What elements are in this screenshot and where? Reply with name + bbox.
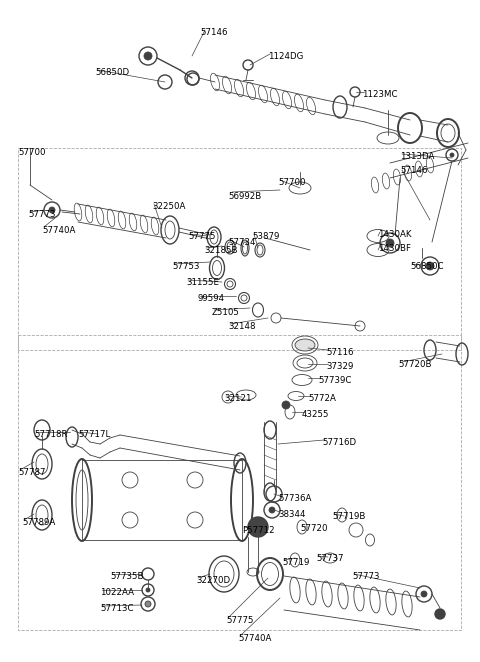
- Text: 38344: 38344: [278, 510, 305, 519]
- Text: 57775: 57775: [188, 232, 216, 241]
- Text: 56992B: 56992B: [228, 192, 261, 201]
- Text: 57717L: 57717L: [78, 430, 110, 439]
- Text: 57718R: 57718R: [34, 430, 68, 439]
- Circle shape: [450, 153, 454, 157]
- Text: 57753: 57753: [172, 262, 200, 271]
- Text: 57734: 57734: [228, 238, 255, 247]
- Circle shape: [435, 609, 445, 619]
- Bar: [18, 148, 461, 350]
- Text: 57146: 57146: [400, 166, 428, 175]
- Text: 32250A: 32250A: [152, 202, 185, 211]
- Text: 1123MC: 1123MC: [362, 90, 397, 99]
- Text: Z5105: Z5105: [212, 308, 240, 317]
- Text: 43255: 43255: [302, 410, 329, 419]
- Text: 56850D: 56850D: [95, 68, 129, 77]
- Text: 57720: 57720: [300, 524, 327, 533]
- Text: 1022AA: 1022AA: [100, 588, 134, 597]
- Text: 57146: 57146: [200, 28, 228, 37]
- Text: 57736A: 57736A: [278, 494, 312, 503]
- Text: 57740A: 57740A: [42, 226, 75, 235]
- Circle shape: [426, 262, 434, 270]
- Text: 57789A: 57789A: [22, 518, 55, 527]
- Text: 1313DA: 1313DA: [400, 152, 434, 161]
- Text: 57713C: 57713C: [100, 604, 133, 613]
- Circle shape: [269, 507, 275, 513]
- Ellipse shape: [295, 339, 315, 351]
- Circle shape: [145, 601, 151, 607]
- Text: 56850C: 56850C: [410, 262, 444, 271]
- Circle shape: [386, 239, 394, 247]
- Text: P57712: P57712: [242, 526, 275, 535]
- Text: 32121: 32121: [224, 394, 252, 403]
- Text: 32185B: 32185B: [204, 246, 238, 255]
- Circle shape: [248, 517, 268, 537]
- Text: 32270D: 32270D: [196, 576, 230, 585]
- Text: 32148: 32148: [228, 322, 255, 331]
- Text: 57719B: 57719B: [332, 512, 365, 521]
- Text: 57787: 57787: [18, 468, 46, 477]
- Text: 5772A: 5772A: [308, 394, 336, 403]
- Text: 57740A: 57740A: [238, 634, 271, 643]
- Bar: [18, 335, 461, 630]
- Circle shape: [282, 401, 290, 409]
- Text: 57737: 57737: [316, 554, 344, 563]
- Text: 57773: 57773: [28, 210, 56, 219]
- Text: 1430BF: 1430BF: [378, 244, 411, 253]
- Text: 57739C: 57739C: [318, 376, 351, 385]
- Text: 1430AK: 1430AK: [378, 230, 411, 239]
- Circle shape: [144, 52, 152, 60]
- Text: 57716D: 57716D: [322, 438, 356, 447]
- Text: 99594: 99594: [198, 294, 225, 303]
- Circle shape: [146, 588, 150, 592]
- Text: 57116: 57116: [326, 348, 353, 357]
- Text: 31155E: 31155E: [186, 278, 219, 287]
- Text: 57773: 57773: [352, 572, 380, 581]
- Text: 57735B: 57735B: [110, 572, 144, 581]
- Text: 57720B: 57720B: [398, 360, 432, 369]
- Text: 57719: 57719: [282, 558, 310, 567]
- Circle shape: [49, 207, 55, 213]
- Text: 1124DG: 1124DG: [268, 52, 303, 61]
- Text: 57700: 57700: [278, 178, 305, 187]
- Circle shape: [421, 591, 427, 597]
- Text: 57775: 57775: [226, 616, 253, 625]
- Text: 57700: 57700: [18, 148, 46, 157]
- Text: 53879: 53879: [252, 232, 279, 241]
- Text: 37329: 37329: [326, 362, 353, 371]
